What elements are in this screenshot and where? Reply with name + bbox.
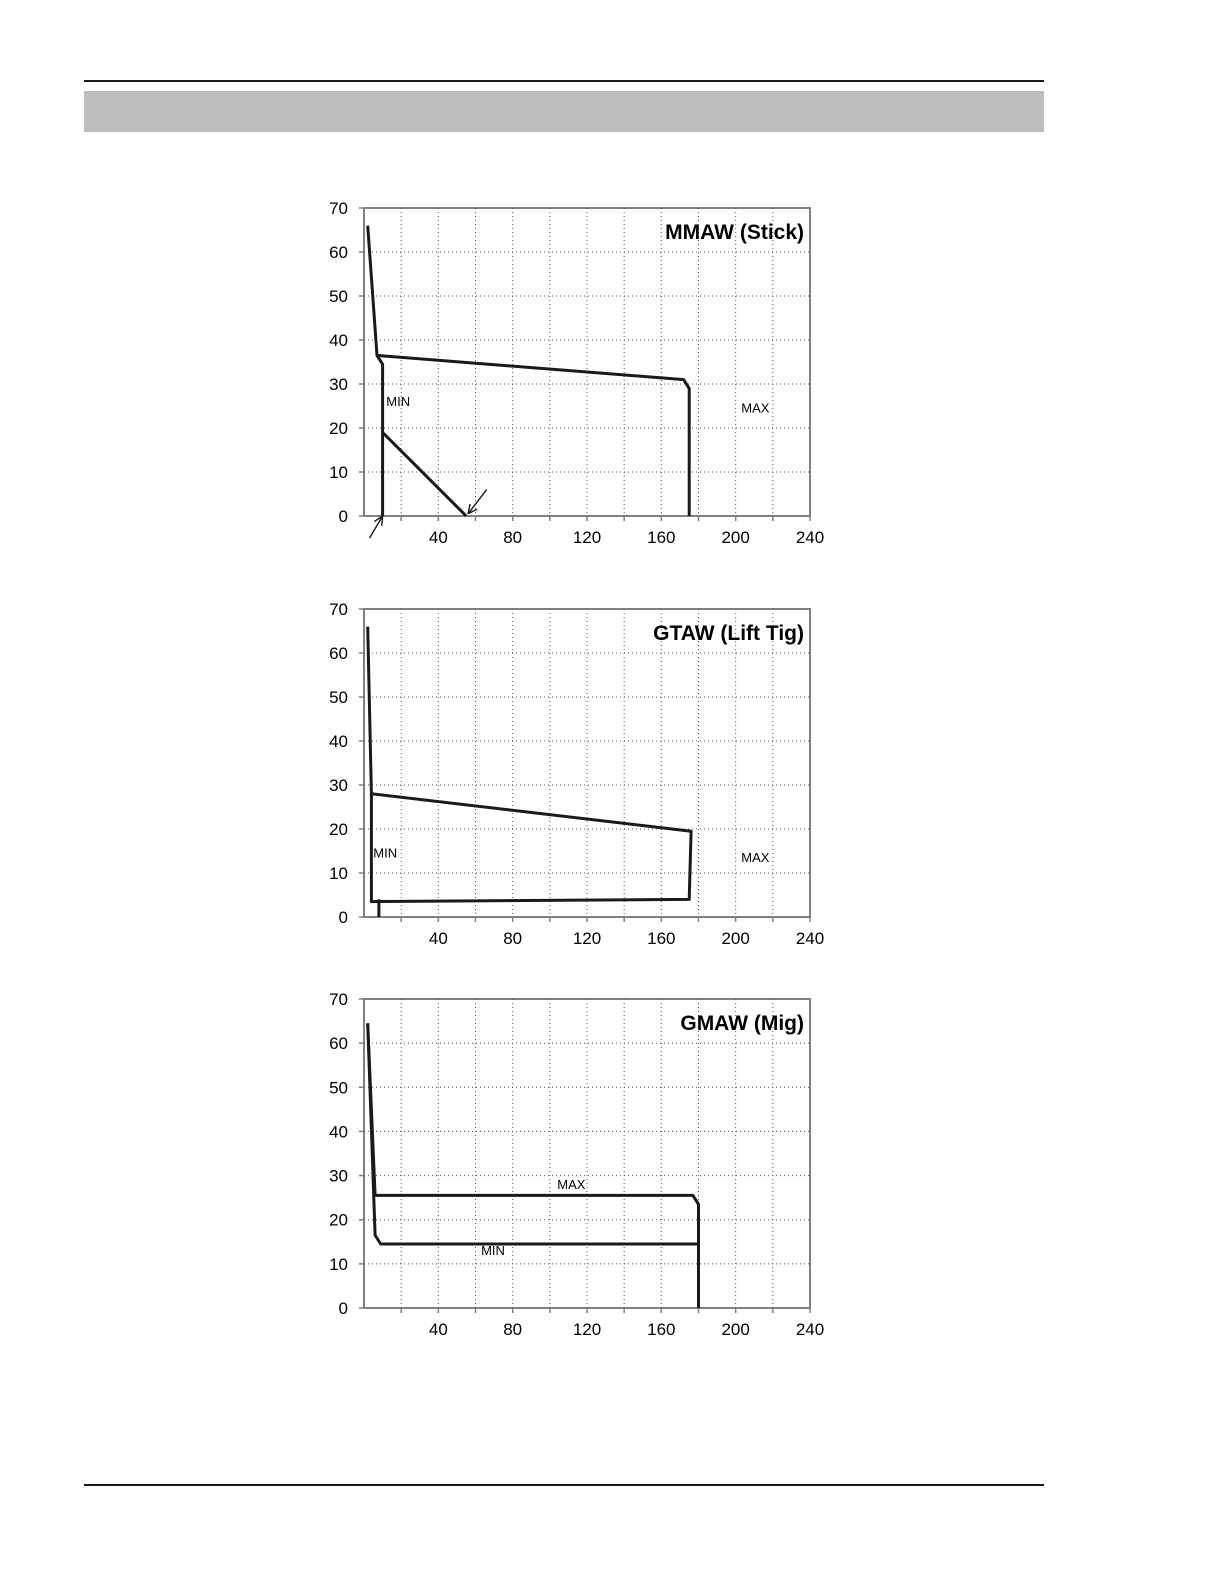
arrow-head [467, 508, 478, 515]
x-tick-label: 200 [721, 528, 749, 547]
y-tick-label: 30 [329, 1167, 348, 1186]
y-tick-label: 40 [329, 331, 348, 350]
chart-title: GMAW (Mig) [680, 1012, 804, 1035]
y-tick-label: 0 [339, 507, 348, 526]
header-band [84, 91, 1044, 132]
x-tick-label: 40 [429, 1320, 448, 1339]
y-tick-label: 60 [329, 243, 348, 262]
bottom-rule [84, 1484, 1044, 1486]
y-tick-label: 20 [329, 820, 348, 839]
annotation-max: MAX [741, 401, 770, 416]
annotation-min: MIN [373, 846, 397, 861]
y-tick-label: 60 [329, 1034, 348, 1053]
x-tick-label: 80 [503, 528, 522, 547]
x-tick-label: 80 [503, 1320, 522, 1339]
plot-frame [363, 207, 811, 517]
plot-frame [363, 998, 811, 1309]
y-tick-label: 50 [329, 1078, 348, 1097]
annotation-min: MIN [386, 394, 410, 409]
x-tick-label: 80 [503, 929, 522, 948]
x-tick-label: 240 [796, 929, 824, 948]
y-tick-label: 70 [329, 990, 348, 1009]
series-line-2 [376, 353, 691, 516]
y-tick-label: 60 [329, 644, 348, 663]
y-tick-label: 0 [339, 908, 348, 927]
annotation-min: MIN [481, 1243, 505, 1258]
y-tick-label: 70 [329, 199, 348, 218]
y-tick-label: 70 [329, 600, 348, 619]
series-line-min [366, 1023, 699, 1246]
arrow-head [373, 515, 383, 523]
y-tick-label: 40 [329, 1122, 348, 1141]
chart-title: MMAW (Stick) [665, 221, 804, 244]
y-tick-label: 10 [329, 463, 348, 482]
x-tick-label: 200 [721, 929, 749, 948]
y-tick-label: 10 [329, 864, 348, 883]
y-tick-label: 10 [329, 1255, 348, 1274]
x-tick-label: 200 [721, 1320, 749, 1339]
x-tick-label: 120 [573, 528, 601, 547]
series-line-2 [369, 792, 693, 904]
chart-mmaw: 40 80 120 160 200 240 0 10 20 30 40 50 60 70 MIN MAX MMA… [329, 199, 824, 547]
x-tick-label: 120 [573, 1320, 601, 1339]
annotation-max: MAX [741, 850, 770, 865]
y-tick-label: 0 [339, 1299, 348, 1318]
annotation-max: MAX [557, 1177, 586, 1192]
x-tick-label: 160 [647, 929, 675, 948]
x-tick-label: 40 [429, 929, 448, 948]
y-tick-label: 50 [329, 688, 348, 707]
y-tick-label: 20 [329, 1211, 348, 1230]
top-rule [84, 80, 1044, 82]
plot-frame [363, 608, 811, 918]
y-tick-label: 50 [329, 287, 348, 306]
x-tick-label: 240 [796, 1320, 824, 1339]
y-tick-label: 20 [329, 419, 348, 438]
chart-gmaw: 40 80 120 160 200 240 0 10 20 30 40 50 60 70 MAX MIN GMA… [329, 990, 824, 1339]
arrow-head [381, 515, 384, 527]
y-tick-label: 30 [329, 776, 348, 795]
x-tick-label: 240 [796, 528, 824, 547]
series-line-1 [366, 225, 385, 516]
arrow-head [467, 503, 471, 514]
series-line-3 [381, 431, 468, 518]
x-tick-label: 40 [429, 528, 448, 547]
y-tick-label: 30 [329, 375, 348, 394]
arrow-shaft [467, 489, 488, 515]
x-tick-label: 160 [647, 1320, 675, 1339]
x-tick-label: 160 [647, 528, 675, 547]
arrow-shaft [368, 515, 384, 539]
x-tick-label: 120 [573, 929, 601, 948]
chart-gtaw: 40 80 120 160 200 240 0 10 20 30 40 50 60 70 MIN MAX GTA… [329, 600, 824, 948]
chart-title: GTAW (Lift Tig) [653, 622, 804, 645]
y-tick-label: 40 [329, 732, 348, 751]
